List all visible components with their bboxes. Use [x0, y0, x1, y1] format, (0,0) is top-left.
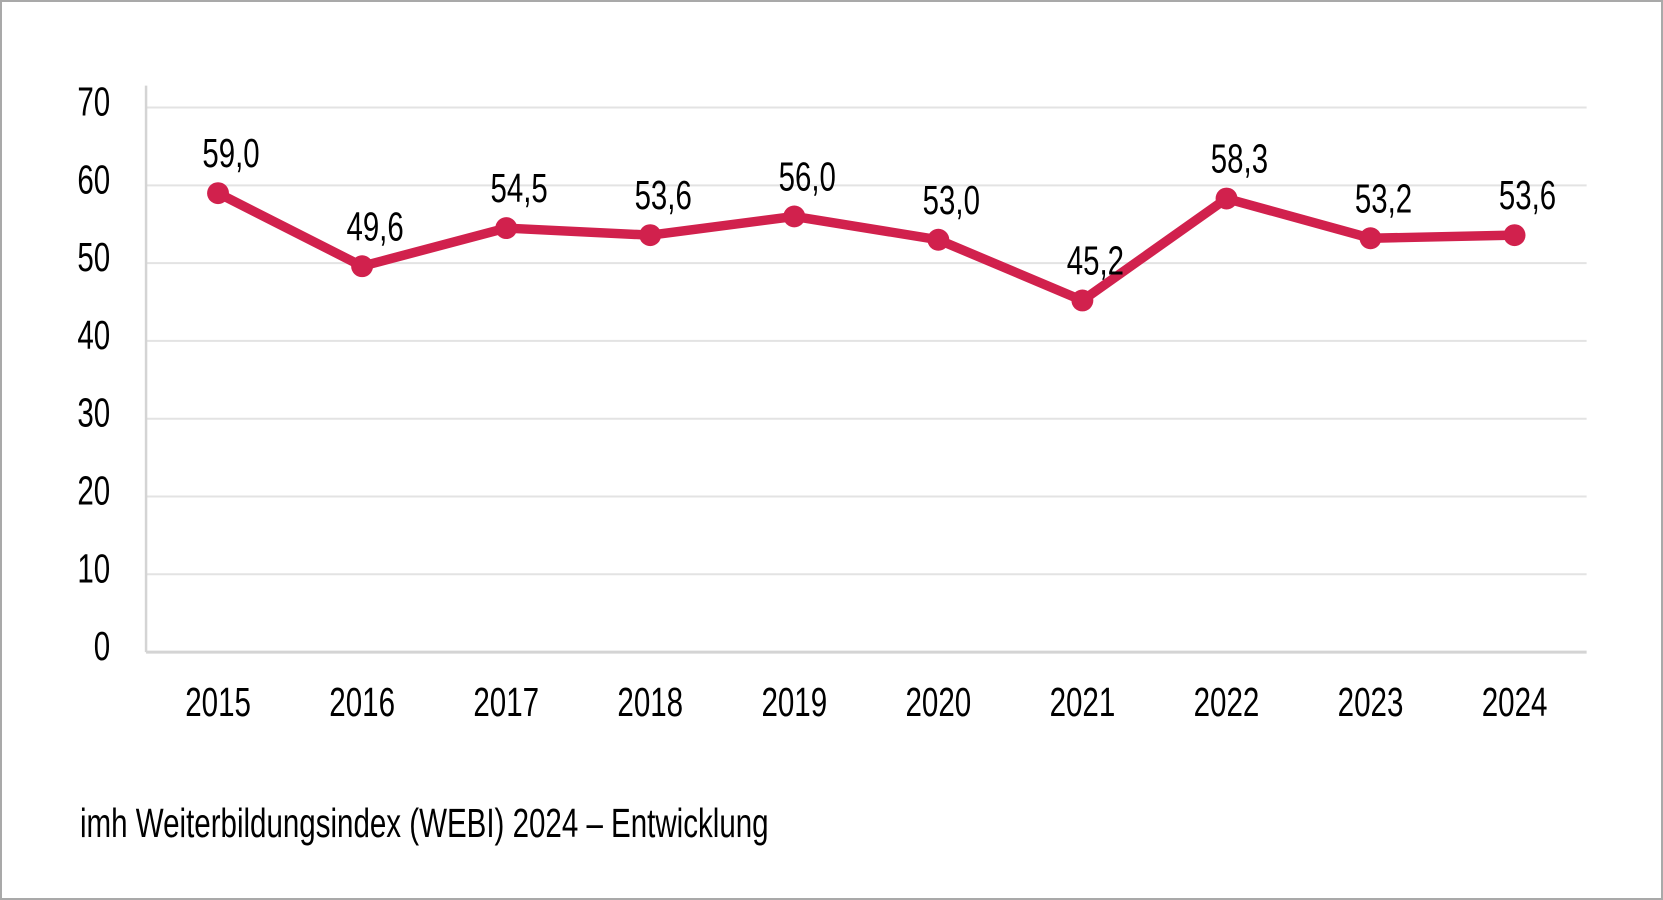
data-point-label: 54,5 [491, 165, 548, 211]
data-point [1359, 227, 1382, 250]
data-point [1215, 187, 1238, 210]
y-tick-label: 60 [77, 156, 110, 202]
data-point-label: 59,0 [202, 130, 259, 176]
data-point-label: 56,0 [779, 154, 836, 200]
x-tick-label: 2017 [473, 679, 539, 725]
data-point [495, 217, 518, 240]
y-tick-label: 30 [77, 390, 110, 436]
data-point [1071, 289, 1094, 312]
data-point [1503, 224, 1526, 247]
data-point [639, 224, 662, 247]
x-tick-label: 2024 [1482, 679, 1548, 725]
data-point-label: 49,6 [346, 203, 403, 249]
y-tick-label: 20 [77, 467, 110, 513]
x-tick-label: 2016 [329, 679, 395, 725]
x-tick-label: 2015 [185, 679, 251, 725]
data-point-label: 53,2 [1355, 175, 1412, 221]
y-tick-label: 10 [77, 545, 110, 591]
chart-caption: imh Weiterbildungsindex (WEBI) 2024 – En… [80, 800, 769, 846]
series-line [213, 188, 1520, 306]
data-point-label: 53,6 [1499, 172, 1556, 218]
x-tick-label: 2022 [1194, 679, 1260, 725]
y-tick-label: 70 [77, 78, 110, 124]
data-point [927, 228, 950, 251]
labels-group: 70 60 50 40 30 20 10 0 59,0 2015 49,6 2016 54,5 2017 5… [77, 78, 1556, 724]
data-point [351, 255, 374, 278]
x-tick-label: 2019 [761, 679, 827, 725]
series-group [207, 182, 1526, 312]
y-tick-label: 0 [94, 623, 110, 669]
data-point [783, 205, 806, 228]
data-point-label: 53,6 [635, 172, 692, 218]
x-tick-label: 2021 [1050, 679, 1116, 725]
data-point-label: 58,3 [1211, 136, 1268, 182]
y-tick-label: 50 [77, 234, 110, 280]
y-tick-label: 40 [77, 312, 110, 358]
data-point [207, 182, 229, 205]
x-tick-label: 2018 [617, 679, 683, 725]
data-point-label: 53,0 [923, 177, 980, 223]
x-tick-label: 2020 [906, 679, 972, 725]
x-tick-label: 2023 [1338, 679, 1404, 725]
data-point-label: 45,2 [1067, 238, 1124, 284]
axes-group [144, 85, 1587, 654]
